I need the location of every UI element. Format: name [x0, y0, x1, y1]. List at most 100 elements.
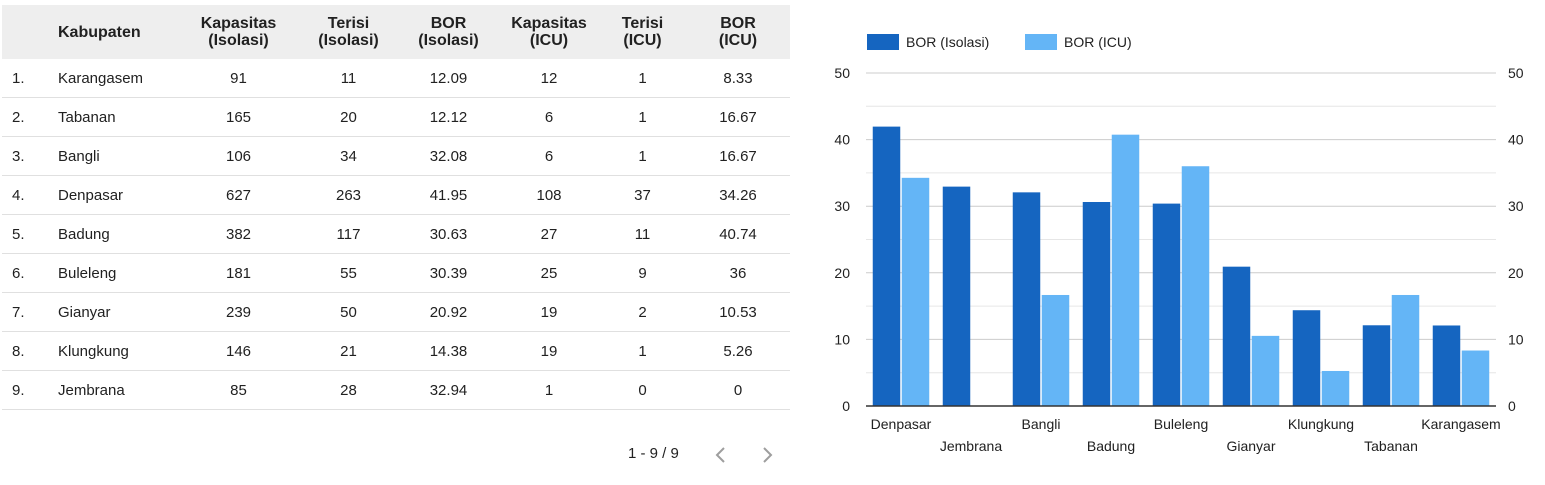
table-cell: 263 [299, 175, 398, 215]
table-header-row: Kabupaten Kapasitas (Isolasi) Terisi (Isolas… [2, 5, 790, 59]
table-cell: 146 [178, 331, 299, 371]
row-index: 5. [2, 214, 58, 254]
row-index: 6. [2, 253, 58, 293]
table-cell: 27 [499, 214, 599, 254]
table-cell: 239 [178, 292, 299, 332]
y-tick-label: 30 [834, 198, 850, 214]
table-cell: 32.08 [398, 136, 499, 176]
x-tick-label: Jembrana [940, 438, 1002, 454]
table-cell: 9 [599, 253, 686, 293]
bar [901, 177, 930, 406]
kabupaten-name: Klungkung [58, 331, 178, 371]
bar [1461, 350, 1490, 406]
y-tick-label-right: 40 [1508, 132, 1524, 148]
x-tick-label: Bangli [1022, 416, 1061, 432]
row-index: 7. [2, 292, 58, 332]
table-row: 3. Bangli 106 34 32.08 6 1 16.67 [2, 136, 790, 176]
table-cell: 1 [599, 136, 686, 176]
table-cell: 36 [686, 253, 790, 293]
column-header[interactable]: Kapasitas (ICU) [511, 15, 587, 49]
table-cell: 34 [299, 136, 398, 176]
table-cell: 16.67 [686, 97, 790, 137]
table-cell: 8.33 [686, 59, 790, 98]
table-cell: 12.12 [398, 97, 499, 137]
table-row: 1. Karangasem 91 11 12.09 12 1 8.33 [2, 59, 790, 98]
bar [872, 126, 901, 406]
x-tick-label: Klungkung [1288, 416, 1354, 432]
table-row: 4. Denpasar 627 263 41.95 108 37 34.26 [2, 175, 790, 215]
bar [1362, 325, 1391, 406]
table-cell: 2 [599, 292, 686, 332]
row-index: 2. [2, 97, 58, 137]
column-header[interactable]: BOR (ICU) [718, 15, 758, 49]
chevron-left-icon[interactable] [711, 444, 731, 466]
table-cell: 16.67 [686, 136, 790, 176]
table-cell: 40.74 [686, 214, 790, 254]
bar [1111, 134, 1140, 406]
table-cell: 12.09 [398, 59, 499, 98]
table-cell: 41.95 [398, 175, 499, 215]
row-index: 1. [2, 59, 58, 98]
column-header[interactable]: BOR (Isolasi) [418, 15, 479, 49]
y-tick-label: 0 [842, 398, 850, 414]
table-cell: 0 [599, 370, 686, 410]
table-cell: 30.39 [398, 253, 499, 293]
x-tick-label: Gianyar [1226, 438, 1275, 454]
table-cell: 32.94 [398, 370, 499, 410]
y-tick-label: 40 [834, 132, 850, 148]
table-cell: 1 [599, 59, 686, 98]
y-tick-label-right: 0 [1508, 398, 1516, 414]
table-cell: 6 [499, 97, 599, 137]
bar [1321, 370, 1350, 406]
row-index: 8. [2, 331, 58, 371]
table-cell: 30.63 [398, 214, 499, 254]
y-tick-label: 20 [834, 265, 850, 281]
table-cell: 50 [299, 292, 398, 332]
bar [1041, 294, 1070, 406]
table-cell: 5.26 [686, 331, 790, 371]
x-tick-label: Karangasem [1421, 416, 1500, 432]
table-cell: 117 [299, 214, 398, 254]
table-cell: 19 [499, 331, 599, 371]
table-cell: 25 [499, 253, 599, 293]
kabupaten-name: Gianyar [58, 292, 178, 332]
table-row: 7. Gianyar 239 50 20.92 19 2 10.53 [2, 292, 790, 332]
table-cell: 20.92 [398, 292, 499, 332]
table-cell: 1 [499, 370, 599, 410]
table-cell: 11 [599, 214, 686, 254]
table-cell: 55 [299, 253, 398, 293]
legend-label: BOR (ICU) [1064, 34, 1132, 50]
table-cell: 37 [599, 175, 686, 215]
legend-label: BOR (Isolasi) [906, 34, 989, 50]
header-index-cell [2, 5, 58, 59]
bar-chart: 0 0 10 10 20 20 30 30 40 40 50 50 Denpasar Jembrana Ba… [834, 34, 1524, 454]
column-header[interactable]: Kabupaten [58, 23, 141, 41]
table-row: 8. Klungkung 146 21 14.38 19 1 5.26 [2, 331, 790, 371]
table-cell: 6 [499, 136, 599, 176]
table-cell: 1 [599, 331, 686, 371]
column-header[interactable]: Terisi (ICU) [621, 15, 664, 49]
chevron-right-icon[interactable] [757, 444, 777, 466]
bar [1391, 294, 1420, 406]
legend-swatch [1025, 34, 1057, 50]
table-row: 2. Tabanan 165 20 12.12 6 1 16.67 [2, 97, 790, 137]
x-tick-label: Buleleng [1154, 416, 1209, 432]
table-cell: 91 [178, 59, 299, 98]
y-tick-label-right: 10 [1508, 331, 1524, 347]
table-cell: 12 [499, 59, 599, 98]
table-row: 5. Badung 382 117 30.63 27 11 40.74 [2, 214, 790, 254]
bar [1082, 202, 1111, 406]
kabupaten-name: Jembrana [58, 370, 178, 410]
data-table: Kabupaten Kapasitas (Isolasi) Terisi (Isolas… [2, 5, 790, 410]
column-header[interactable]: Kapasitas (Isolasi) [200, 15, 277, 49]
data-table-container: Kabupaten Kapasitas (Isolasi) Terisi (Isolas… [2, 5, 790, 410]
pagination-text: 1 - 9 / 9 [628, 445, 679, 462]
table-cell: 382 [178, 214, 299, 254]
column-header[interactable]: Terisi (Isolasi) [318, 15, 379, 49]
row-index: 4. [2, 175, 58, 215]
table-cell: 11 [299, 59, 398, 98]
bar [1152, 203, 1181, 406]
table-cell: 165 [178, 97, 299, 137]
bar [1181, 166, 1210, 406]
kabupaten-name: Denpasar [58, 175, 178, 215]
